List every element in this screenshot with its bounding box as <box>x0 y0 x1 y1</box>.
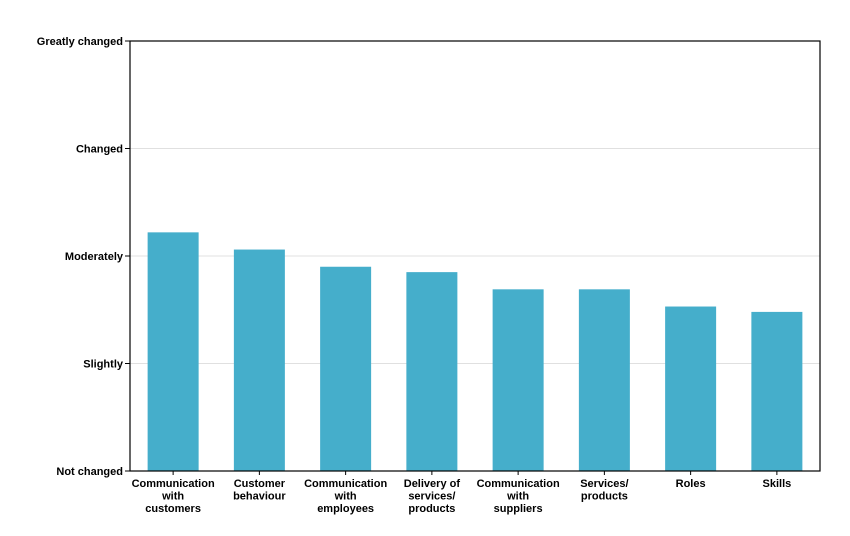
x-tick-label-line: services/ <box>408 491 455 503</box>
x-tick-label-line: with <box>334 491 357 503</box>
x-tick-label-line: suppliers <box>494 503 543 515</box>
y-tick-label: Slightly <box>83 359 124 371</box>
y-tick-label: Changed <box>76 144 123 156</box>
bar <box>320 266 372 471</box>
y-tick-label: Greatly changed <box>37 36 123 48</box>
bars <box>147 232 803 471</box>
x-tick-label-line: Customer <box>234 478 286 490</box>
grid-lines <box>130 148 820 364</box>
bar <box>751 311 803 471</box>
bar <box>578 289 630 471</box>
x-tick-label-line: customers <box>145 503 201 515</box>
x-tick-label-line: products <box>408 503 455 515</box>
x-tick-label-line: with <box>161 491 184 503</box>
bar <box>233 249 285 471</box>
bar <box>665 306 717 471</box>
x-tick-label-line: Services/ <box>580 478 628 490</box>
y-axis: Not changed Slightly Moderately Changed Grea… <box>37 36 130 478</box>
x-tick-label: Communication with suppliers <box>477 478 560 515</box>
x-tick-label-line: products <box>581 491 628 503</box>
x-tick-label: Delivery of services/products <box>404 478 461 515</box>
x-tick-label-line: Communication <box>477 478 560 490</box>
x-tick-label-line: Communication <box>304 478 387 490</box>
x-tick-label-line: with <box>506 491 529 503</box>
x-tick-label: Communication with employees <box>304 478 387 515</box>
x-tick-label-line: Delivery of <box>404 478 461 490</box>
bar <box>492 289 544 471</box>
y-tick-label: Not changed <box>56 466 123 478</box>
x-tick-label: Roles <box>676 478 706 490</box>
x-tick-label: Skills <box>763 478 792 490</box>
x-tick-label-line: behaviour <box>233 491 286 503</box>
x-tick-label: Services/products <box>580 478 628 503</box>
bar <box>147 232 199 471</box>
x-tick-label-line: Skills <box>763 478 792 490</box>
x-tick-label-line: employees <box>317 503 374 515</box>
x-tick-label: Customer behaviour <box>233 478 286 503</box>
y-tick-label: Moderately <box>65 251 124 263</box>
x-tick-label: Communication with customers <box>132 478 215 515</box>
bar <box>406 272 458 471</box>
x-tick-label-line: Communication <box>132 478 215 490</box>
x-tick-label-line: Roles <box>676 478 706 490</box>
